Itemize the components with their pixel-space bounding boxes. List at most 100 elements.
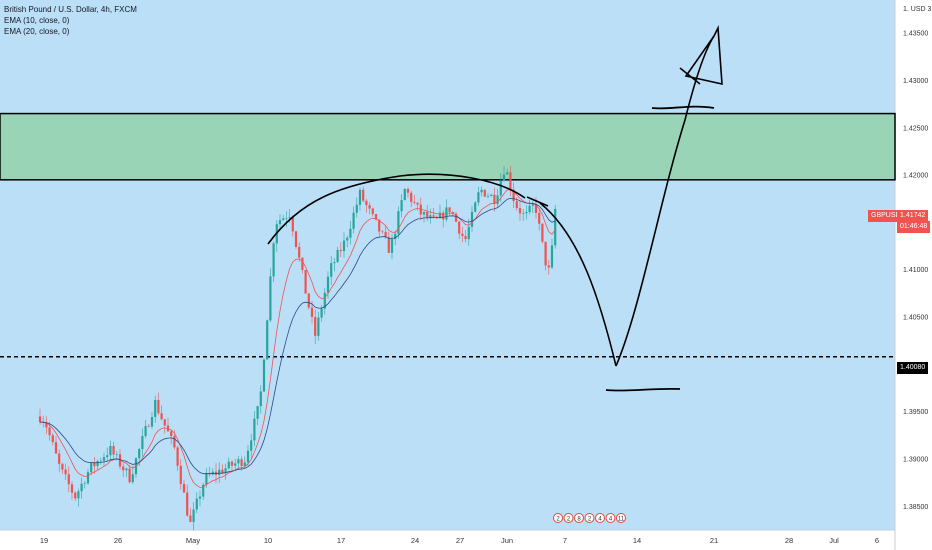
- candle-body: [550, 245, 554, 268]
- candle-body: [48, 427, 51, 436]
- candle-body: [362, 189, 365, 201]
- time-tick-label: 6: [875, 536, 879, 545]
- countdown-tag: 01:46:48: [897, 221, 931, 233]
- candle-body: [163, 419, 166, 426]
- candle-body: [554, 208, 557, 246]
- target-line-drawing: [651, 105, 715, 110]
- event-count: 8: [577, 517, 581, 523]
- candle-body: [70, 484, 74, 493]
- candle-body: [45, 422, 48, 428]
- candle-body: [198, 496, 202, 499]
- price-tick-label: 1.42500: [903, 125, 928, 132]
- candle-body: [416, 202, 419, 205]
- candle-body: [154, 399, 157, 417]
- candle-body: [202, 484, 205, 497]
- candle-body: [230, 461, 234, 466]
- candle-body: [266, 320, 269, 360]
- candle-body: [525, 212, 528, 214]
- candle-body: [192, 509, 195, 522]
- candle-body: [499, 180, 502, 196]
- candle-body: [240, 459, 243, 467]
- candle-body: [205, 472, 208, 485]
- candle-body: [384, 231, 387, 238]
- candle-body: [410, 192, 413, 202]
- price-tick-label: 1.39500: [903, 409, 928, 416]
- candle-body: [518, 208, 522, 214]
- candle-body: [298, 246, 301, 258]
- candle-body: [170, 431, 173, 437]
- event-marker[interactable]: [616, 513, 626, 523]
- candle-body: [381, 231, 384, 233]
- time-tick-label: 7: [563, 536, 567, 545]
- price-tick-label: 1.38500: [903, 504, 928, 511]
- event-marker[interactable]: [574, 513, 584, 523]
- candle-body: [317, 317, 320, 336]
- symbol-tag: GBPUSD: [868, 210, 904, 222]
- time-tick-label: Jun: [501, 536, 513, 545]
- candle-body: [243, 462, 246, 467]
- candle-body: [144, 426, 147, 437]
- candle-body: [96, 461, 99, 467]
- candle-body: [323, 292, 326, 309]
- candle-body: [67, 474, 70, 485]
- candle-body: [160, 413, 163, 420]
- chart-legend: British Pound / U.S. Dollar, 4h, FXCM EM…: [4, 4, 137, 37]
- candle-body: [394, 233, 397, 240]
- candle-body: [522, 213, 525, 214]
- rounding-dash-drawing: [526, 196, 549, 207]
- ema-10-legend: EMA (10, close, 0): [4, 16, 70, 25]
- candle-body: [512, 189, 515, 202]
- time-tick-label: 17: [337, 536, 345, 545]
- candle-body: [448, 207, 451, 213]
- event-marker[interactable]: [605, 513, 616, 523]
- candle-body: [224, 468, 227, 474]
- event-count: 4: [609, 517, 613, 523]
- candle-body: [493, 194, 496, 205]
- event-marker[interactable]: [563, 513, 574, 523]
- event-marker[interactable]: [553, 513, 563, 523]
- time-tick-label: 19: [40, 536, 48, 545]
- event-count: 2: [588, 517, 592, 523]
- candle-body: [77, 491, 80, 499]
- event-marker[interactable]: [584, 513, 595, 523]
- candle-body: [352, 212, 355, 229]
- candle-body: [496, 195, 499, 205]
- event-markers[interactable]: 2 2 8 2 4 4 11: [553, 513, 626, 523]
- time-axis: 19 26 May 10 17 24 27 Jun 7 14 21 28 Jul 6: [40, 536, 879, 545]
- time-tick-label: May: [186, 536, 200, 545]
- candle-body: [534, 204, 538, 213]
- price-tick-label: 1.43500: [903, 31, 928, 38]
- event-count: 2: [567, 517, 571, 523]
- candle-body: [406, 188, 410, 193]
- time-tick-label: 28: [785, 536, 793, 545]
- candle-body: [387, 237, 390, 253]
- ema-20-line: [39, 197, 556, 475]
- candle-body: [109, 445, 112, 456]
- time-tick-label: 21: [710, 536, 718, 545]
- candle-body: [506, 172, 509, 175]
- candle-body: [461, 233, 464, 236]
- candle-body: [544, 241, 547, 266]
- resistance-zone: [0, 112, 896, 181]
- candle-body: [486, 195, 490, 197]
- candle-body: [464, 235, 467, 240]
- candle-body: [339, 249, 342, 252]
- candle-body: [272, 243, 275, 277]
- event-marker[interactable]: [595, 513, 605, 523]
- candle-body: [490, 194, 493, 196]
- candle-body: [342, 240, 346, 252]
- candle-body: [74, 492, 77, 499]
- candle-body: [333, 262, 336, 264]
- candle-body: [141, 436, 144, 450]
- candle-body: [282, 218, 285, 221]
- candle-body: [102, 457, 106, 461]
- candle-body: [528, 205, 531, 213]
- price-tick-label: 1.40500: [903, 315, 928, 322]
- candle-body: [90, 462, 93, 473]
- candle-body: [358, 189, 362, 205]
- candle-body: [390, 239, 394, 253]
- candle-body: [112, 445, 115, 455]
- candle-body: [474, 202, 477, 212]
- candle-body: [422, 212, 426, 215]
